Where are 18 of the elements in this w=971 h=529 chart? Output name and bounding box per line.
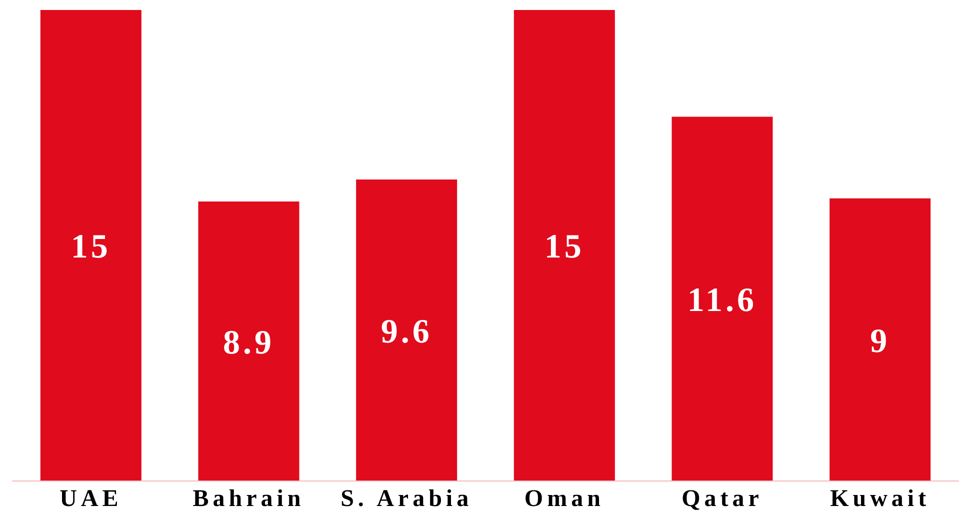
x-tick-label: Bahrain	[192, 486, 305, 512]
bar	[830, 198, 931, 481]
bar	[672, 116, 773, 481]
bar	[40, 10, 142, 481]
bar	[198, 202, 300, 481]
data-label: 9	[870, 322, 890, 360]
bar	[514, 10, 615, 481]
x-tick-label: UAE	[60, 486, 122, 512]
x-tick-label: Qatar	[682, 486, 763, 512]
data-label: 9.6	[380, 313, 432, 350]
x-tick-label: S. Arabia	[340, 486, 473, 512]
data-label: 8.9	[222, 324, 274, 362]
x-tick-label: Oman	[524, 486, 604, 512]
x-tick-label: Kuwait	[830, 486, 930, 512]
bar	[356, 180, 458, 481]
data-label: 11.6	[687, 282, 758, 319]
data-label: 15	[544, 228, 584, 266]
data-label: 15	[70, 228, 111, 266]
